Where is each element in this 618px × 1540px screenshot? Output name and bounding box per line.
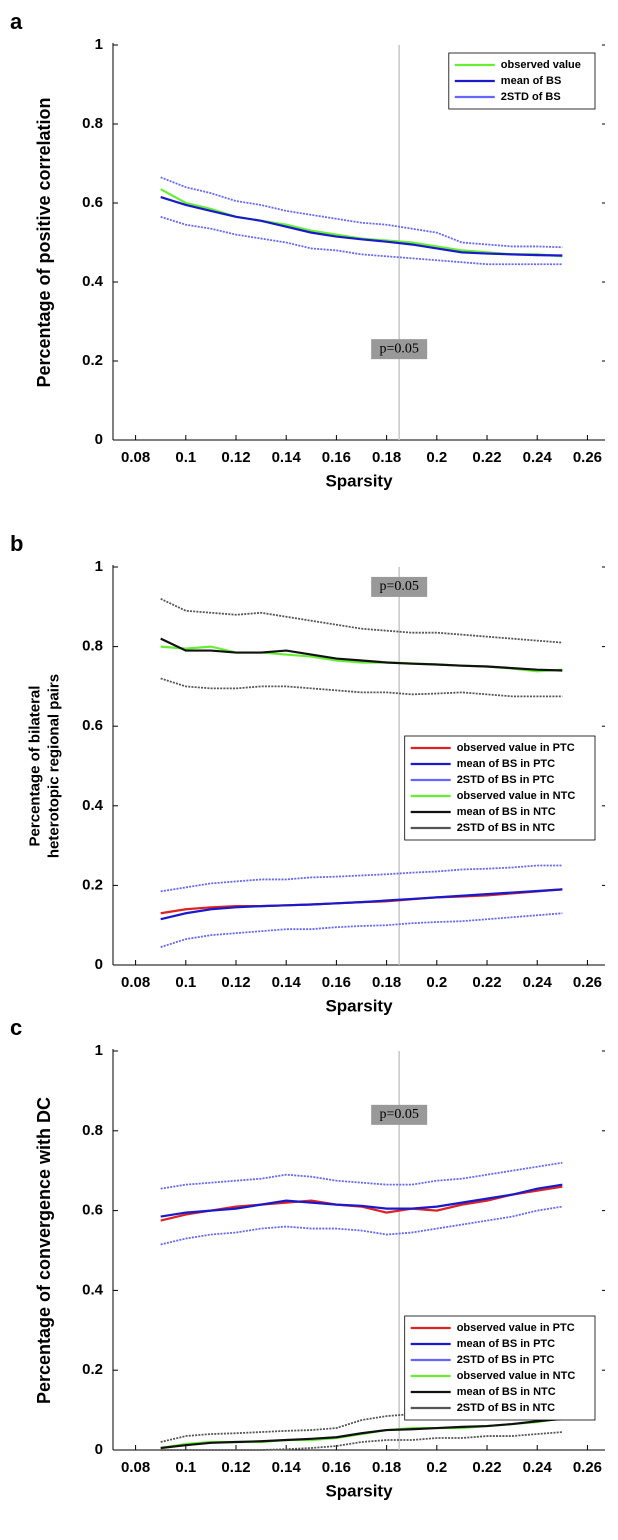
x-tick-label: 0.12 [221,974,250,991]
legend-label: observed value in PTC [457,1322,575,1334]
x-tick-label: 0.22 [472,449,501,466]
band-line [160,677,563,698]
legend-label: observed value [501,59,581,71]
x-tick-label: 0.14 [272,974,302,991]
series-line [160,888,563,921]
y-tick-label: 0.6 [82,194,103,211]
legend-label: mean of BS in PTC [457,1338,555,1350]
legend-label: 2STD of BS in PTC [457,1354,555,1366]
legend-label: 2STD of BS in NTC [457,822,555,834]
x-tick-label: 0.16 [322,449,351,466]
x-tick-label: 0.2 [426,974,447,991]
x-tick-label: 0.18 [372,974,401,991]
y-tick-label: 1 [95,1042,103,1059]
y-tick-label: 0.2 [82,1361,103,1378]
legend-box [404,735,596,841]
band-line [160,912,563,948]
band-line [160,215,563,266]
legend-label: mean of BS in NTC [457,1386,556,1398]
annotation: p=0.05 [379,341,418,356]
x-tick-label: 0.24 [523,1459,553,1476]
x-tick-label: 0.2 [426,449,447,466]
x-tick-label: 0.1 [175,1459,196,1476]
annotation: p=0.05 [379,1107,418,1122]
x-tick-label: 0.14 [272,449,302,466]
x-tick-label: 0.1 [175,974,196,991]
y-tick-label: 0.8 [82,115,103,132]
y-tick-label: 0 [95,1441,103,1458]
panel-label: b [10,531,23,556]
y-tick-label: 0 [95,956,103,973]
y-tick-label: 0.6 [82,1202,103,1219]
legend-label: observed value in PTC [457,742,575,754]
x-tick-label: 0.22 [472,974,501,991]
legend-label: observed value in NTC [457,1370,576,1382]
y-tick-label: 0.8 [82,638,103,655]
x-tick-label: 0.2 [426,1459,447,1476]
x-tick-label: 0.24 [523,974,553,991]
legend-label: mean of BS [501,75,562,87]
y-tick-label: 0.2 [82,352,103,369]
y-tick-label: 0.6 [82,717,103,734]
legend-label: mean of BS in PTC [457,758,555,770]
x-axis-label: Sparsity [325,1481,393,1500]
band-line [160,864,563,893]
series-line [160,1185,563,1222]
y-tick-label: 0.4 [82,797,104,814]
y-tick-label: 1 [95,558,103,575]
annotation-box [371,576,428,597]
series-line [160,196,563,257]
y-axis-label: Percentage of convergence with DC [34,1097,54,1404]
x-tick-label: 0.08 [121,1459,150,1476]
x-tick-label: 0.26 [573,1459,602,1476]
legend-label: 2STD of BS in PTC [457,774,555,786]
y-tick-label: 0.4 [82,1281,104,1298]
x-tick-label: 0.24 [523,449,553,466]
x-tick-label: 0.26 [573,974,602,991]
series-line [160,1417,563,1450]
annotation: p=0.05 [379,579,418,594]
x-axis-label: Sparsity [325,471,393,490]
panel-label: c [10,1015,22,1040]
y-tick-label: 0.2 [82,876,103,893]
x-tick-label: 0.18 [372,449,401,466]
legend-label: 2STD of BS in NTC [457,1402,555,1414]
legend-box [404,1315,596,1421]
legend-label: mean of BS in NTC [457,806,556,818]
x-tick-label: 0.22 [472,1459,501,1476]
x-tick-label: 0.16 [322,974,351,991]
x-tick-label: 0.08 [121,449,150,466]
y-axis-label: Percentage of bilateral [26,686,43,847]
x-tick-label: 0.14 [272,1459,302,1476]
x-tick-label: 0.16 [322,1459,351,1476]
x-tick-label: 0.1 [175,449,196,466]
x-tick-label: 0.12 [221,449,250,466]
x-tick-label: 0.08 [121,974,150,991]
y-axis-label: Percentage of positive correlation [34,97,54,387]
x-tick-label: 0.12 [221,1459,250,1476]
panel-label: a [10,9,23,34]
x-axis-label: Sparsity [325,996,393,1015]
y-tick-label: 0 [95,431,103,448]
band-line [160,598,563,644]
legend-label: 2STD of BS [501,91,561,103]
series-line [160,1183,563,1218]
series-line [160,637,563,672]
y-tick-label: 0.4 [82,273,104,290]
band-line [160,176,563,249]
band-line [160,1205,563,1246]
x-tick-label: 0.26 [573,449,602,466]
y-tick-label: 1 [95,36,103,53]
annotation-box [371,339,428,360]
band-line [160,1161,563,1190]
y-tick-label: 0.8 [82,1122,103,1139]
legend-label: observed value in NTC [457,790,576,802]
x-tick-label: 0.18 [372,1459,401,1476]
y-axis-label: heterotopic regional pairs [45,674,62,858]
annotation-box [371,1104,428,1125]
